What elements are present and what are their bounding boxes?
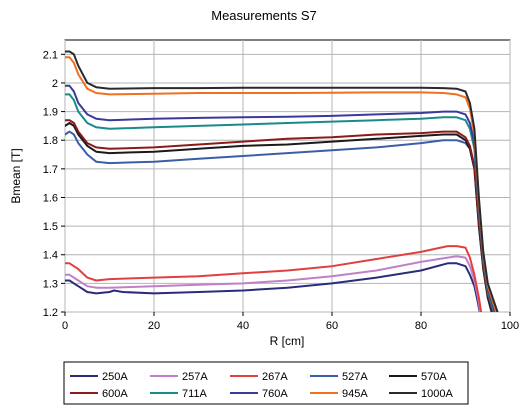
y-tick-label: 1.9 bbox=[43, 107, 58, 119]
y-tick-label: 1.8 bbox=[43, 135, 58, 147]
series-line-257a bbox=[65, 255, 482, 312]
y-tick-label: 2.1 bbox=[43, 49, 58, 61]
y-axis-title: Bmean [T] bbox=[9, 148, 23, 203]
y-tick-label: 1.2 bbox=[43, 307, 58, 319]
series-lines bbox=[65, 50, 499, 312]
series-line-600a bbox=[65, 119, 495, 312]
chart-title: Measurements S7 bbox=[211, 8, 317, 23]
legend-label-257a: 257A bbox=[182, 371, 208, 383]
legend-label-527a: 527A bbox=[342, 371, 368, 383]
x-tick-label: 100 bbox=[501, 320, 519, 332]
y-tick-label: 2 bbox=[52, 78, 58, 90]
legend-label-267a: 267A bbox=[262, 371, 288, 383]
legend-label-570a: 570A bbox=[421, 371, 447, 383]
axis-ticks: 1.2 1.3 1.4 1.5 1.6 1.7 1.8 1.9 2 2.1 0 20 40 60 80 100 bbox=[43, 49, 519, 332]
y-tick-label: 1.4 bbox=[43, 250, 58, 262]
legend-label-250a: 250A bbox=[102, 371, 128, 383]
series-line-250a bbox=[65, 262, 481, 312]
y-tick-label: 1.7 bbox=[43, 164, 58, 176]
x-tick-label: 60 bbox=[326, 320, 338, 332]
legend-label-711a: 711A bbox=[182, 388, 208, 400]
x-tick-label: 80 bbox=[415, 320, 427, 332]
x-axis-title: R [cm] bbox=[270, 334, 305, 348]
legend-entries: 250A 257A 267A 527A 570A 600A 711A 760A 945A 1000… bbox=[70, 371, 453, 400]
series-line-267a bbox=[65, 245, 483, 312]
x-tick-label: 0 bbox=[62, 320, 68, 332]
legend-label-600a: 600A bbox=[102, 388, 128, 400]
x-tick-label: 40 bbox=[237, 320, 249, 332]
legend bbox=[63, 361, 469, 405]
y-tick-label: 1.6 bbox=[43, 192, 58, 204]
x-tick-label: 20 bbox=[148, 320, 160, 332]
series-line-1000a bbox=[65, 50, 499, 312]
legend-label-1000a: 1000A bbox=[421, 388, 453, 400]
y-tick-label: 1.3 bbox=[43, 278, 58, 290]
legend-label-760a: 760A bbox=[262, 388, 288, 400]
legend-label-945a: 945A bbox=[342, 388, 368, 400]
y-tick-label: 1.5 bbox=[43, 221, 58, 233]
